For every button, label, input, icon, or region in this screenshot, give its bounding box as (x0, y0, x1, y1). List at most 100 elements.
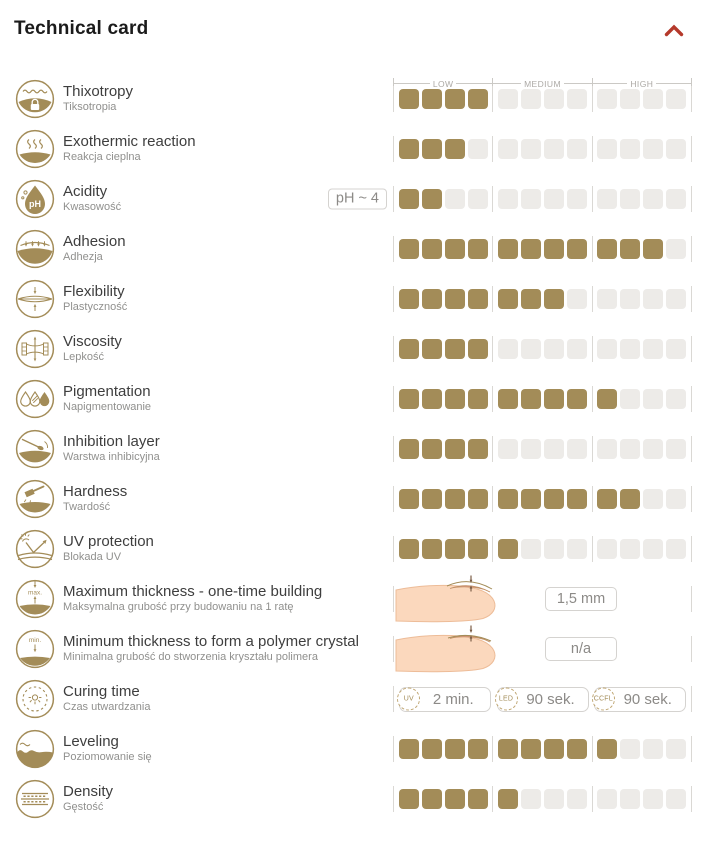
rating-square (620, 239, 641, 259)
rating-square (497, 89, 518, 109)
rating-group (497, 339, 587, 359)
row-sublabel: Blokada UV (63, 551, 122, 563)
collapse-button[interactable] (662, 22, 686, 42)
row-curing-time: Curing time Czas utwardzania UV 2 min. LED 90… (15, 674, 692, 724)
separator-tick (393, 786, 394, 812)
svg-text:min.: min. (29, 637, 41, 644)
rating-group (497, 89, 587, 109)
separator-tick (492, 486, 494, 512)
separator-tick (492, 536, 494, 562)
row-left: Density Gęstość (15, 779, 393, 819)
rating-square (620, 439, 641, 459)
row-left: Curing time Czas utwardzania (15, 679, 393, 719)
separator-tick (591, 136, 593, 162)
rating-bar (393, 136, 692, 162)
rating-square (566, 539, 587, 559)
separator-tick (591, 736, 593, 762)
rating-square (597, 539, 618, 559)
rating-square (643, 489, 664, 509)
rating-square (620, 789, 641, 809)
rating-square (566, 139, 587, 159)
row-label: Viscosity (63, 333, 122, 350)
rating-square (597, 439, 618, 459)
separator-tick (492, 786, 494, 812)
separator-tick (393, 136, 394, 162)
row-right (393, 224, 692, 274)
separator-tick (690, 536, 692, 562)
chevron-up-icon (664, 24, 684, 37)
row-label: Thixotropy (63, 83, 134, 100)
row-inhibition-layer: Inhibition layer Warstwa inhibicyjna (15, 424, 692, 474)
row-pigmentation: Pigmentation Napigmentowanie (15, 374, 692, 424)
rating-square (444, 339, 465, 359)
rating-square (666, 739, 687, 759)
rating-square (467, 489, 488, 509)
rating-square (543, 239, 564, 259)
row-labels: Inhibition layer Warstwa inhibicyjna (63, 433, 160, 465)
row-right: n/a (393, 624, 692, 674)
rating-square (444, 789, 465, 809)
rating-square (444, 139, 465, 159)
rating-square (467, 789, 488, 809)
rating-square (398, 489, 419, 509)
scale-label: MEDIUM (524, 78, 561, 89)
separator-tick (492, 336, 494, 362)
rating-square (566, 789, 587, 809)
row-sublabel: Warstwa inhibicyjna (63, 451, 160, 463)
separator-tick (591, 336, 593, 362)
row-minimum-thickness: min. Minimum thickness to form a polymer … (15, 624, 692, 674)
row-sublabel: Twardość (63, 501, 111, 513)
row-labels: Minimum thickness to form a polymer crys… (63, 633, 359, 665)
rating-square (666, 489, 687, 509)
rating-group (597, 139, 687, 159)
rating-square (520, 439, 541, 459)
rating-square (444, 739, 465, 759)
row-labels: Thixotropy Tiksotropia (63, 83, 133, 115)
rating-group (597, 239, 687, 259)
rating-square (421, 239, 442, 259)
rating-square (643, 139, 664, 159)
separator-tick (690, 386, 692, 412)
ccfl-lamp-icon: CCFL (591, 687, 615, 711)
rating-square (398, 289, 419, 309)
rating-square (444, 289, 465, 309)
row-adhesion: Adhesion Adhezja (15, 224, 692, 274)
card-header: Technical card (0, 0, 702, 42)
rating-square (543, 389, 564, 409)
rating-group (597, 339, 687, 359)
separator-tick (393, 636, 394, 662)
rating-square (643, 89, 664, 109)
rating-square (467, 339, 488, 359)
rating-group (497, 289, 587, 309)
rating-square (597, 389, 618, 409)
separator-tick (591, 486, 593, 512)
separator-tick (393, 486, 394, 512)
rating-square (566, 339, 587, 359)
rating-group (398, 139, 488, 159)
rating-square (597, 239, 618, 259)
rating-group (398, 389, 488, 409)
flexibility-icon (15, 279, 55, 319)
row-label: Curing time (63, 683, 140, 700)
row-acidity: pH Acidity Kwasowość pH ~ 4 (15, 174, 692, 224)
rating-square (421, 139, 442, 159)
rating-square (520, 289, 541, 309)
separator-tick (691, 686, 692, 712)
acidity-icon: pH (15, 179, 55, 219)
thickness-value-box: 1,5 mm (545, 587, 617, 611)
separator-tick (393, 86, 394, 112)
row-label: Exothermic reaction (63, 133, 196, 150)
rating-square (444, 389, 465, 409)
leveling-icon (15, 729, 55, 769)
rating-square (620, 189, 641, 209)
uv-lamp-icon: UV (397, 687, 421, 711)
separator-tick (690, 286, 692, 312)
row-sublabel: Tiksotropia (63, 101, 117, 113)
rating-square (666, 289, 687, 309)
rating-group (398, 339, 488, 359)
row-label: Density (63, 783, 114, 800)
rating-square (543, 139, 564, 159)
curing-times: UV 2 min. LED 90 sek. CCFL 90 sek. (393, 686, 692, 712)
rating-square (398, 139, 419, 159)
rating-square (643, 789, 664, 809)
